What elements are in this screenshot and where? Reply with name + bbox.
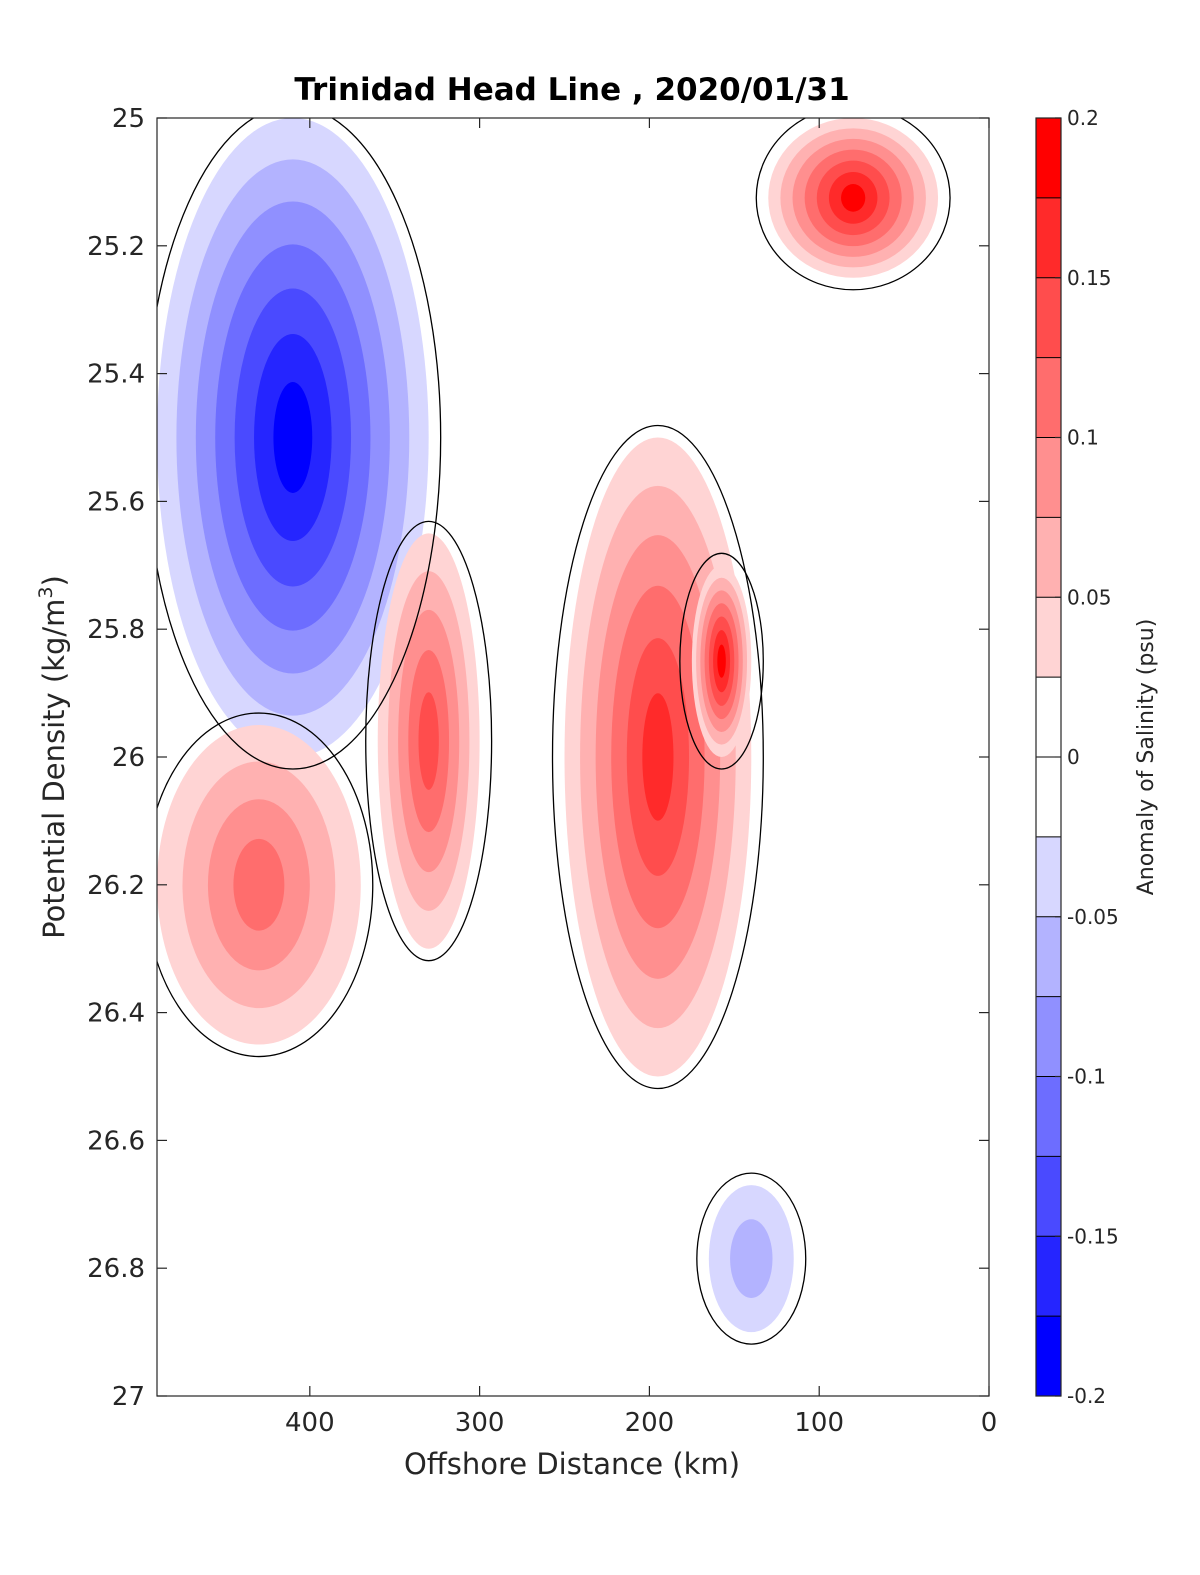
y-tick-label: 25.2 xyxy=(87,232,145,262)
x-axis: 400 300 200 100 0 xyxy=(285,118,997,1438)
x-tick-label: 400 xyxy=(285,1408,335,1438)
anomaly-band-6-7 xyxy=(841,184,866,212)
colorbar-label: Anomaly of Salinity (psu) xyxy=(1134,619,1159,896)
zero-contour-1 xyxy=(696,1172,807,1345)
colorbar-tick-label: 0.05 xyxy=(1067,585,1112,609)
y-tick-label: 27 xyxy=(112,1382,145,1412)
colorbar-swatch xyxy=(1036,1316,1061,1397)
colorbar-swatch xyxy=(1036,118,1061,199)
colorbar-tick-label: 0.15 xyxy=(1067,266,1112,290)
colorbar-swatch xyxy=(1036,1236,1061,1317)
anomaly-band-3-5 xyxy=(418,692,439,790)
colorbar-tick-label: 0.1 xyxy=(1067,426,1099,450)
colorbar-swatch xyxy=(1036,277,1061,359)
colorbar-swatch xyxy=(1036,836,1061,918)
zero-contour-2 xyxy=(157,712,374,1058)
y-axis-label-exponent: 3 xyxy=(35,586,57,598)
anomaly-band-4-6 xyxy=(642,693,674,821)
colorbar-tick-label: 0.2 xyxy=(1067,106,1099,130)
zero-contour-3 xyxy=(365,520,493,962)
colorbar-swatch xyxy=(1036,916,1061,998)
colorbar-swatch xyxy=(1036,677,1061,758)
y-axis-label-close: ) xyxy=(37,575,71,586)
colorbar-swatch xyxy=(1036,757,1061,838)
colorbar-swatch xyxy=(1036,197,1061,279)
y-tick-label: 25.8 xyxy=(87,615,145,645)
zero-contour-5 xyxy=(679,552,764,770)
anomaly-band-5-7 xyxy=(717,644,726,678)
colorbar-tick-label: -0.2 xyxy=(1067,1384,1106,1408)
colorbar-tick-label: 0 xyxy=(1067,745,1080,769)
x-tick-label: 200 xyxy=(625,1408,675,1438)
y-axis-label: Potential Density (kg/m3) xyxy=(35,575,71,939)
colorbar-swatch xyxy=(1036,437,1061,518)
colorbar-tick-label: -0.15 xyxy=(1067,1224,1119,1248)
zero-contour-lines xyxy=(157,118,951,1345)
y-tick-label: 26.8 xyxy=(87,1254,145,1284)
y-tick-label: 25.4 xyxy=(87,360,145,390)
colorbar-swatch xyxy=(1036,517,1061,598)
y-axis-label-text: Potential Density (kg/m xyxy=(37,599,71,939)
x-tick-label: 0 xyxy=(981,1408,998,1438)
y-tick-label: 26.6 xyxy=(87,1126,145,1156)
anomaly-band-0-7 xyxy=(273,382,313,493)
zero-contour-0 xyxy=(157,118,442,770)
anomaly-band-1-2 xyxy=(730,1219,773,1298)
x-tick-label: 300 xyxy=(455,1408,505,1438)
colorbar-tick-label: -0.05 xyxy=(1067,905,1119,929)
y-tick-label: 26 xyxy=(112,743,145,773)
chart-title: Trinidad Head Line , 2020/01/31 xyxy=(294,72,849,108)
zero-contour-6 xyxy=(755,118,951,291)
anomaly-band-2-4 xyxy=(233,838,285,931)
y-tick-label: 25.6 xyxy=(87,487,145,517)
x-tick-label: 100 xyxy=(794,1408,844,1438)
colorbar-swatch xyxy=(1036,597,1061,678)
colorbar-swatch xyxy=(1036,357,1061,438)
colorbar-swatch xyxy=(1036,1156,1061,1237)
y-tick-label: 26.4 xyxy=(87,999,145,1029)
colorbar-swatch xyxy=(1036,996,1061,1077)
y-axis: 25 25.2 25.4 25.6 25.8 26 26.2 26.4 26.6 26.8 27 xyxy=(87,104,989,1412)
zero-contour-4 xyxy=(551,424,764,1090)
colorbar: 0.2 0.15 0.1 0.05 0 -0.05 -0.1 -0.15 -0.2 xyxy=(1035,106,1119,1408)
y-tick-label: 25 xyxy=(112,104,145,134)
colorbar-tick-label: -0.1 xyxy=(1067,1065,1106,1089)
salinity-anomaly-field xyxy=(157,118,989,1396)
colorbar-swatch xyxy=(1036,1076,1061,1157)
y-tick-label: 26.2 xyxy=(87,871,145,901)
x-axis-label: Offshore Distance (km) xyxy=(404,1447,740,1481)
